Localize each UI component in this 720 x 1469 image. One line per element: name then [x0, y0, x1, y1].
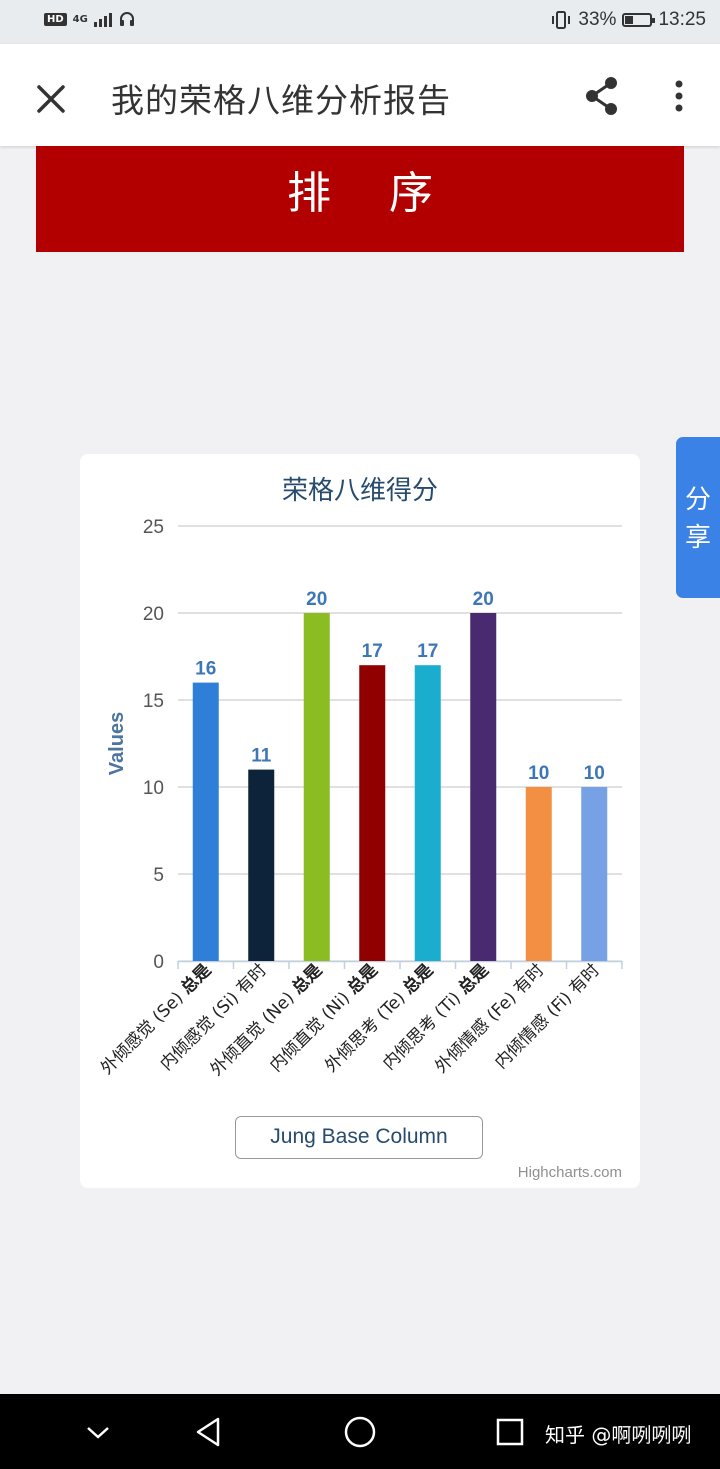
battery-level [625, 16, 634, 24]
watermark-text: 知乎 @啊咧咧咧 [545, 1423, 692, 1447]
nav-home-button[interactable] [340, 1412, 380, 1452]
data-label: 10 [584, 763, 605, 784]
page-title: 我的荣格八维分析报告 [111, 81, 451, 120]
close-icon [37, 85, 65, 113]
side-share-tab[interactable]: 分 享 [676, 437, 720, 598]
back-triangle-icon [196, 1417, 220, 1447]
data-label: 11 [251, 746, 272, 767]
data-label: 17 [362, 641, 383, 662]
y-tick-label: 10 [143, 778, 164, 799]
more-vert-icon [675, 80, 683, 112]
battery-icon [622, 13, 656, 27]
chart-credits[interactable]: Highcharts.com [517, 1164, 622, 1181]
bar [414, 665, 441, 961]
nav-collapse-button[interactable] [78, 1412, 118, 1452]
clock: 13:25 [658, 9, 706, 30]
nav-back-button[interactable] [190, 1412, 230, 1452]
system-nav-bar: 知乎 @啊咧咧咧 [0, 1394, 720, 1469]
side-share-char-1: 分 [685, 485, 712, 515]
data-label: 16 [195, 659, 216, 680]
section-banner: 排 序 [36, 146, 684, 252]
data-label: 17 [417, 641, 438, 662]
network-type: 4G [72, 13, 88, 25]
bar [192, 682, 219, 961]
legend-item[interactable]: Jung Base Column [235, 1116, 483, 1159]
nav-recents-button[interactable] [490, 1412, 530, 1452]
headset-icon [119, 12, 134, 26]
chevron-down-icon [87, 1427, 109, 1439]
vibrate-icon [552, 11, 571, 29]
bar [359, 665, 386, 961]
x-tick-label: 内倾思考 (Ti) 总是 [378, 960, 492, 1074]
chart-card: 荣格八维得分 0 5 10 15 20 25 Values 16 外倾感觉 (Se) 总是 11 内倾… [80, 454, 640, 1188]
x-tick-label: 内倾情感 (Fi) 有时 [491, 960, 604, 1073]
hd-badge: HD [44, 12, 67, 26]
side-share-char-2: 享 [685, 523, 712, 553]
more-options-button[interactable] [664, 76, 694, 118]
battery-percent: 33% [578, 9, 617, 30]
status-right: 33% 13:25 [550, 9, 706, 31]
data-label: 20 [473, 589, 494, 610]
share-icon [586, 77, 617, 115]
recents-square-icon [496, 1418, 524, 1446]
y-tick-label: 5 [153, 865, 164, 886]
app-bar: 我的荣格八维分析报告 [0, 44, 720, 146]
status-left: HD 4G [44, 10, 136, 28]
y-axis-title: Values [106, 712, 128, 775]
chart-title: 荣格八维得分 [282, 476, 438, 506]
y-tick-label: 0 [153, 952, 164, 973]
y-tick-label: 20 [143, 604, 164, 625]
bar [303, 613, 330, 961]
signal-icon [93, 11, 112, 27]
share-button[interactable] [582, 74, 622, 118]
data-label: 10 [528, 763, 549, 784]
y-tick-label: 15 [143, 691, 164, 712]
status-bar: HD 4G 33% 13:25 [0, 0, 720, 44]
bar [581, 787, 608, 961]
bar [248, 769, 275, 961]
bar [525, 787, 552, 961]
y-tick-label: 25 [143, 517, 164, 538]
bar [470, 613, 497, 961]
close-button[interactable] [30, 78, 72, 120]
data-label: 20 [306, 589, 327, 610]
home-circle-icon [344, 1416, 376, 1448]
